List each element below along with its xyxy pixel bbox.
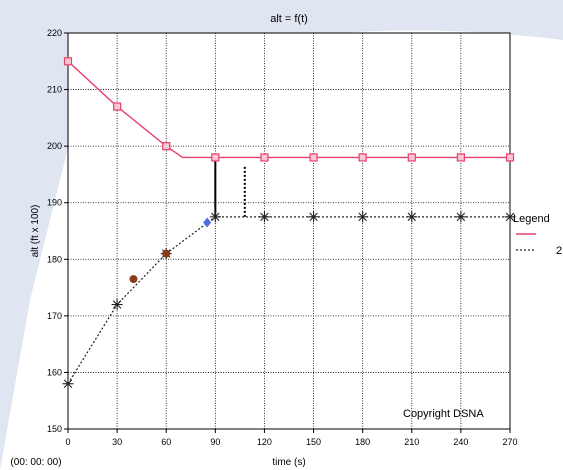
x-axis-label: time (s) (272, 457, 305, 468)
x-tick-labels: 0 30 60 90 120 150 180 210 240 270 (65, 437, 517, 447)
y-tick-label: 220 (47, 28, 62, 38)
extra-point-diamond (203, 217, 212, 228)
series-1-marker (260, 153, 269, 162)
x-tick-label: 90 (210, 437, 220, 447)
series-1-marker (309, 153, 318, 162)
extra-points (129, 217, 212, 284)
legend-label-2: 2 (556, 245, 562, 257)
plot-area (67, 32, 511, 430)
x-tick-label: 120 (257, 437, 272, 447)
series-1-marker (505, 153, 515, 162)
series-2-marker (62, 378, 74, 390)
y-tick-label: 200 (47, 141, 62, 151)
series-1-marker (358, 153, 367, 162)
series-1-marker (456, 153, 465, 162)
grid (64, 32, 511, 433)
x-tick-label: 270 (502, 437, 517, 447)
x-tick-label: 60 (161, 437, 171, 447)
legend: Legend 1 2 (513, 213, 562, 257)
y-tick-labels: 150 160 170 180 190 200 210 220 (47, 28, 62, 434)
vertical-segments (214, 157, 246, 217)
series-2-marker (357, 211, 369, 223)
series-markers (62, 57, 516, 390)
x-tick-label: 210 (404, 437, 419, 447)
series-1-marker (407, 153, 416, 162)
series-2-marker (455, 211, 467, 223)
series-1-marker (162, 142, 171, 151)
y-tick-label: 180 (47, 254, 62, 264)
y-axis-label: alt (ft x 100) (30, 205, 41, 258)
y-tick-label: 150 (47, 424, 62, 434)
series-1-marker (211, 153, 220, 162)
extra-point-circle (162, 249, 171, 258)
y-tick-label: 170 (47, 311, 62, 321)
series-2-marker (209, 211, 221, 223)
copyright-text: Copyright DSNA (403, 408, 484, 420)
x-origin-label: (00: 00: 00) (10, 457, 61, 468)
x-tick-label: 0 (65, 437, 70, 447)
series-2-marker (406, 211, 418, 223)
x-tick-label: 150 (306, 437, 321, 447)
series-2-marker (308, 211, 320, 223)
extra-point-circle (129, 275, 138, 284)
series-2-marker (504, 211, 516, 223)
series-2-marker (258, 211, 270, 223)
series-2-marker (111, 299, 123, 311)
y-tick-label: 160 (47, 367, 62, 377)
x-tick-label: 30 (112, 437, 122, 447)
series-1-marker (113, 102, 122, 111)
legend-title: Legend (513, 213, 550, 225)
chart-title: alt = f(t) (270, 13, 308, 25)
y-tick-label: 190 (47, 198, 62, 208)
y-tick-label: 210 (47, 85, 62, 95)
x-tick-label: 240 (453, 437, 468, 447)
x-tick-label: 180 (355, 437, 370, 447)
series-1-marker (63, 57, 73, 66)
